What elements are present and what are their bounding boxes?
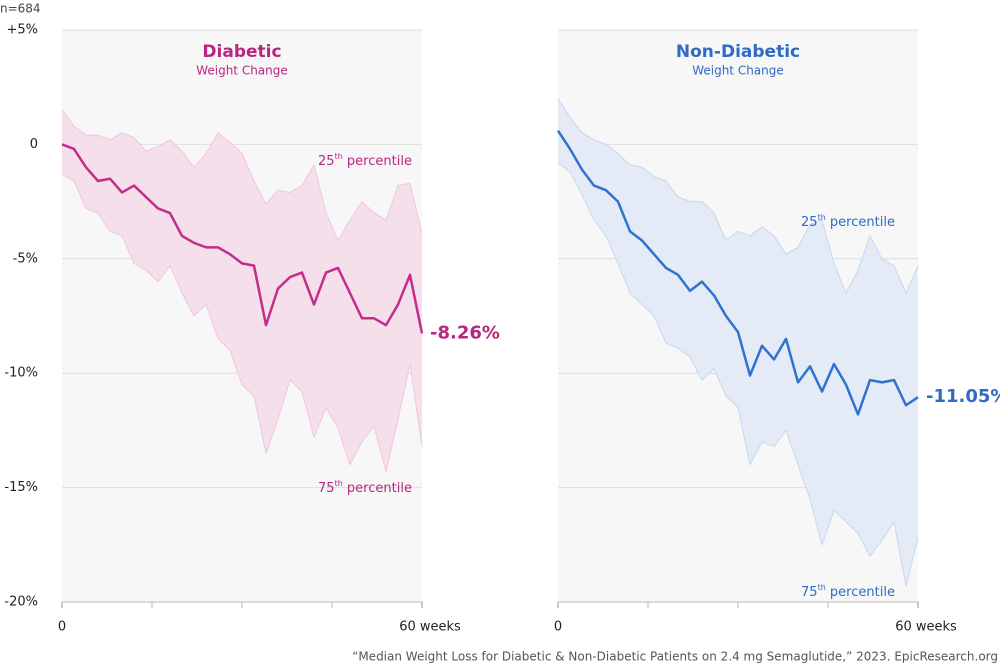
percentile-line [61, 173, 423, 473]
y-tick-label: 0 [30, 137, 38, 152]
sample-note: n=684 [0, 2, 41, 16]
median-line [61, 143, 424, 334]
panel-title: Diabetic [202, 42, 281, 62]
median-line [556, 129, 919, 416]
x-tick-label: 0 [554, 620, 562, 635]
percentile-band [558, 98, 918, 586]
x-tick-label: 60 weeks [399, 620, 461, 635]
panel-subtitle: Weight Change [692, 64, 784, 78]
percentile-line [557, 162, 919, 587]
percentile-label: 75th percentile [318, 479, 412, 496]
end-value-label: -11.05% [926, 386, 1000, 407]
y-tick-label: -10% [4, 366, 38, 381]
percentile-label: 25th percentile [801, 213, 895, 230]
y-tick-label: -20% [4, 595, 38, 610]
x-tick-label: 0 [58, 620, 66, 635]
percentile-line [61, 109, 423, 241]
percentile-line [557, 98, 919, 294]
y-tick-label: -5% [13, 251, 38, 266]
panel-title: Non-Diabetic [676, 42, 800, 62]
percentile-label: 25th percentile [318, 152, 412, 169]
y-tick-label: +5% [6, 23, 38, 38]
panel-subtitle: Weight Change [196, 64, 288, 78]
percentile-band [62, 110, 422, 472]
x-tick-label: 60 weeks [895, 620, 957, 635]
y-tick-label: -15% [4, 480, 38, 495]
percentile-label: 75th percentile [801, 583, 895, 600]
source-note: “Median Weight Loss for Diabetic & Non-D… [352, 650, 998, 664]
end-value-label: -8.26% [430, 322, 500, 343]
